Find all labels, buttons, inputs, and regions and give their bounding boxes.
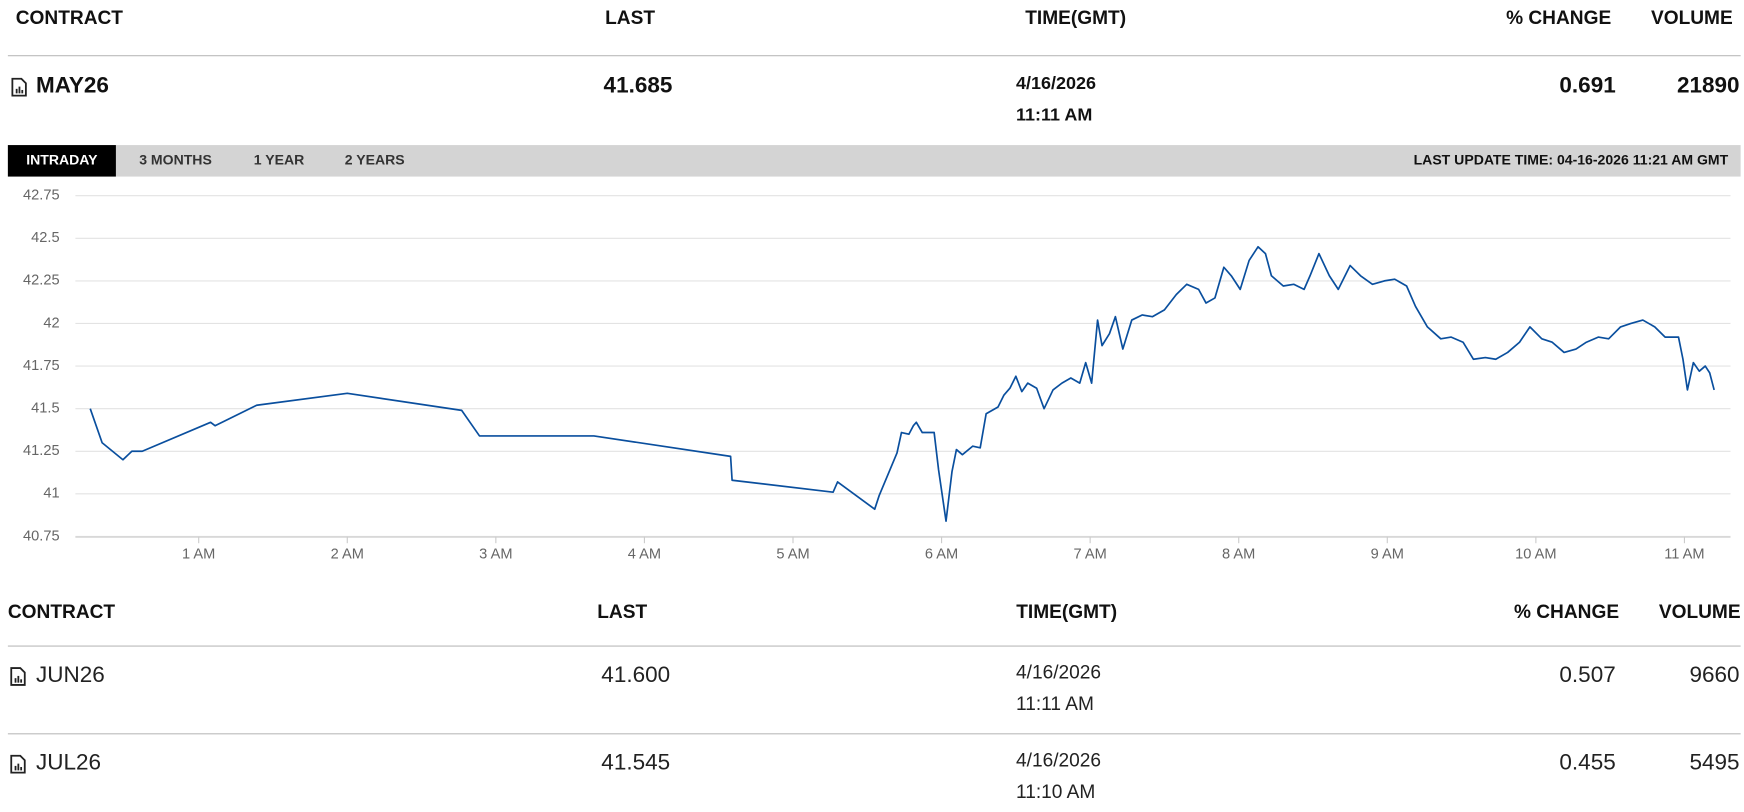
- date: 4/16/2026: [1016, 73, 1096, 93]
- x-tick-label: 4 AM: [628, 546, 661, 562]
- contract[interactable]: MAY26: [36, 73, 109, 98]
- chart: 42.75 42.5 42.25 42 41.75 41.5 41.25 41 40.75 1 A…: [23, 188, 1731, 562]
- tab[interactable]: 3 MONTHS: [139, 152, 212, 168]
- column-header: TIME(GMT): [1016, 602, 1117, 623]
- tab[interactable]: INTRADAY: [26, 152, 98, 168]
- table-body: JUN26 41.600 4/16/2026 11:11 AM 0.507 9660 JUL…: [7, 662, 1741, 803]
- change: 0.455: [1559, 750, 1615, 775]
- chart-icon[interactable]: [10, 667, 26, 686]
- tab[interactable]: 1 YEAR: [254, 152, 305, 168]
- y-tick-label: 42: [43, 315, 59, 331]
- time: 11:11 AM: [1016, 105, 1092, 125]
- column-header: CONTRACT: [16, 8, 124, 29]
- y-tick-label: 41: [43, 486, 59, 502]
- chart-icon[interactable]: [10, 754, 26, 774]
- column-header: % CHANGE: [1514, 602, 1619, 623]
- change: 0.507: [1559, 662, 1615, 687]
- column-header: VOLUME: [1659, 602, 1741, 623]
- y-tick-label: 42.25: [23, 273, 60, 289]
- last-update: LAST UPDATE TIME: 04-16-2026 11:21 AM GM…: [1414, 152, 1729, 168]
- x-tick-label: 8 AM: [1222, 546, 1255, 562]
- contract[interactable]: JUL26: [36, 750, 101, 775]
- column-header: LAST: [597, 602, 647, 623]
- y-tick-label: 41.75: [23, 358, 60, 374]
- x-tick-label: 10 AM: [1515, 546, 1556, 562]
- volume: 21890: [1677, 73, 1740, 98]
- column-header: CONTRACT: [8, 602, 116, 623]
- chart-icon[interactable]: [11, 77, 27, 97]
- x-tick-label: 11 AM: [1664, 546, 1704, 562]
- y-tick-label: 42.5: [31, 230, 59, 246]
- x-tick-label: 3 AM: [479, 546, 512, 562]
- y-tick-label: 40.75: [23, 528, 60, 544]
- volume: 5495: [1689, 750, 1739, 775]
- tab-bar: [7, 145, 1741, 177]
- price-line: [89, 245, 1715, 522]
- column-header: LAST: [605, 8, 655, 29]
- column-header: VOLUME: [1651, 8, 1733, 29]
- column-header: TIME(GMT): [1025, 8, 1126, 29]
- time: 11:10 AM: [1016, 782, 1095, 803]
- x-tick-label: 9 AM: [1371, 546, 1404, 562]
- x-tick-label: 6 AM: [925, 546, 958, 562]
- last-price: 41.685: [604, 73, 673, 98]
- x-tick-label: 5 AM: [776, 546, 809, 562]
- active-tab[interactable]: [7, 145, 116, 177]
- x-tick-label: 2 AM: [331, 546, 364, 562]
- date: 4/16/2026: [1016, 750, 1101, 771]
- last-price: 41.545: [601, 750, 670, 775]
- x-tick-label: 1 AM: [182, 546, 215, 562]
- y-tick-label: 42.75: [23, 188, 60, 204]
- x-tick-label: 7 AM: [1073, 546, 1106, 562]
- tab[interactable]: 2 YEARS: [345, 152, 405, 168]
- column-header: % CHANGE: [1506, 8, 1611, 29]
- contract[interactable]: JUN26: [36, 662, 105, 687]
- time: 11:11 AM: [1016, 694, 1094, 715]
- y-tick-label: 41.5: [31, 401, 59, 417]
- volume: 9660: [1689, 662, 1739, 687]
- last-price: 41.600: [601, 662, 670, 687]
- change: 0.691: [1559, 73, 1615, 98]
- date: 4/16/2026: [1016, 663, 1101, 684]
- y-tick-label: 41.25: [23, 443, 60, 459]
